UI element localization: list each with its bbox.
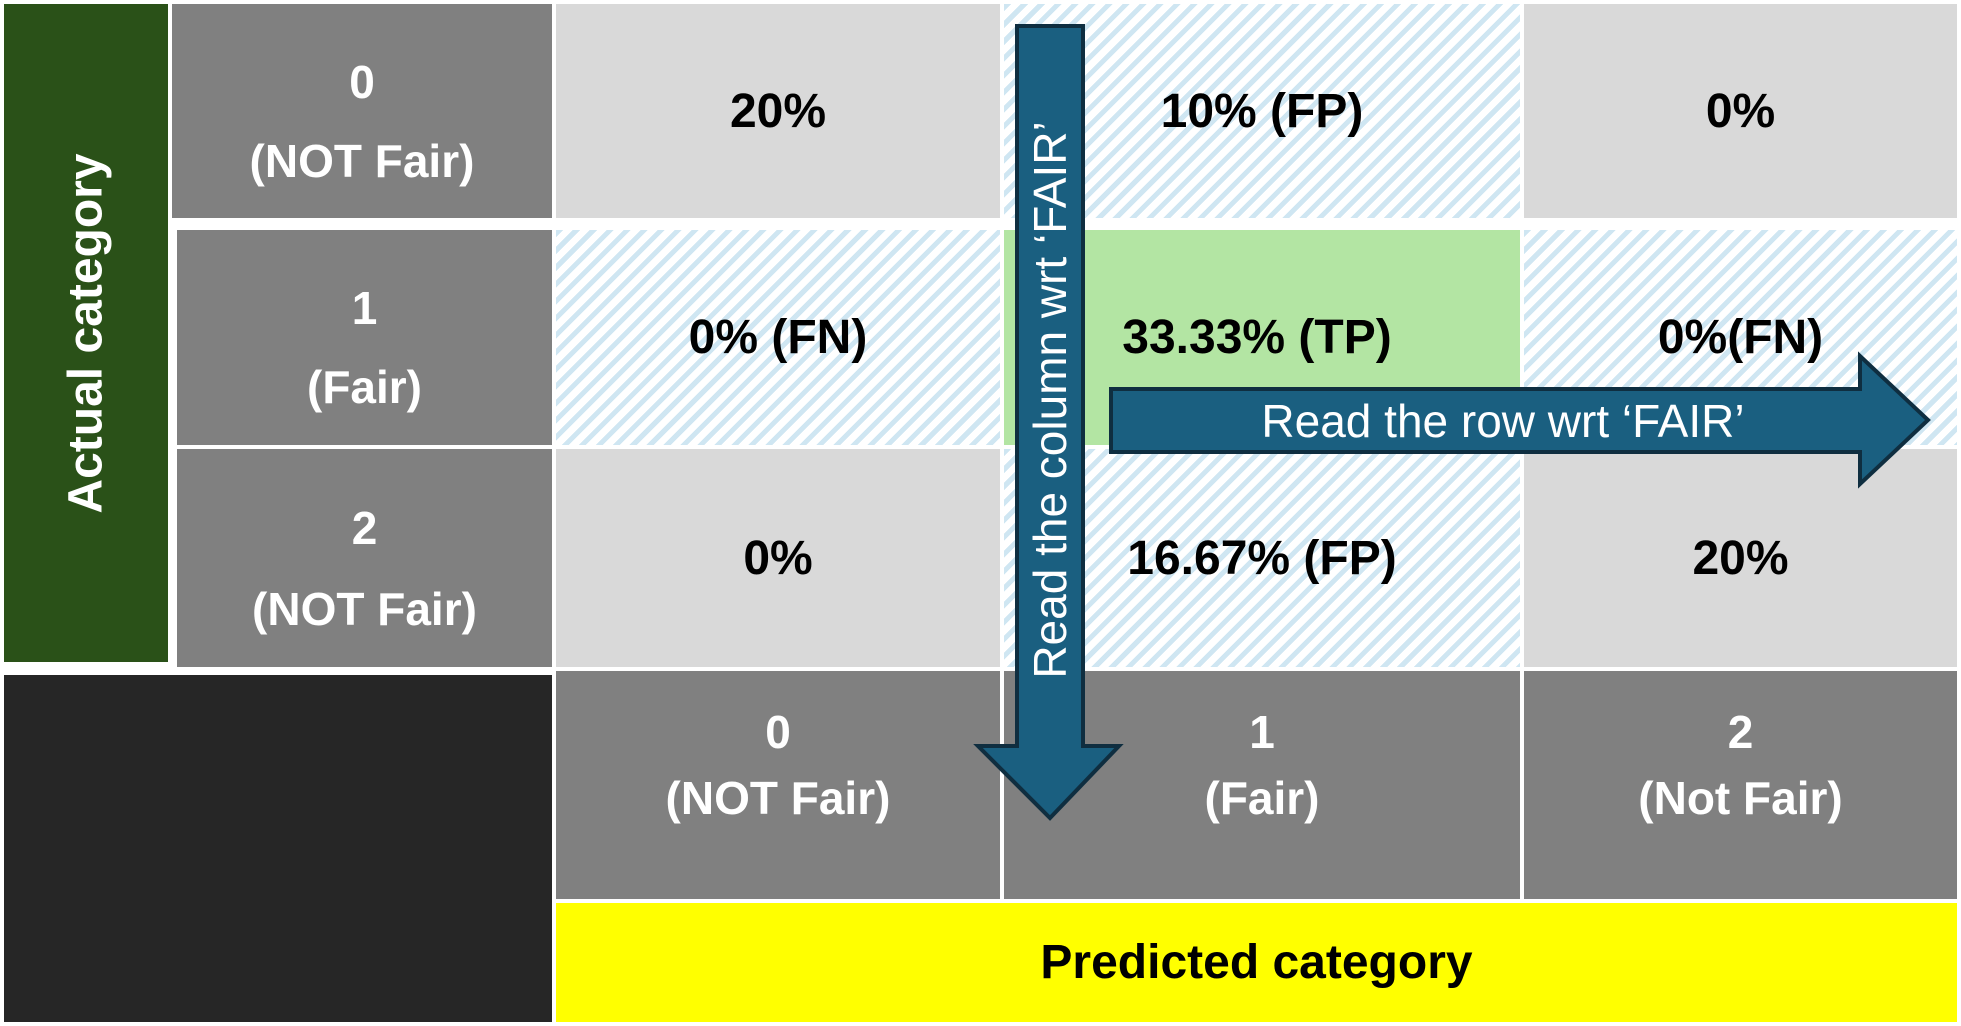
row-label-0-id: 0 [349,55,375,108]
corner-block [4,675,552,1022]
cell-1-1-value: 33.33% (TP) [1122,311,1392,364]
row-label-1-id: 1 [351,281,378,334]
column-label-1: 1 (Fair) [1004,671,1520,899]
column-label-1-name: (Fair) [1204,772,1320,824]
cell-2-0: 0% [556,449,1000,667]
column-label-2-name: (Not Fair) [1638,772,1843,824]
column-label-2: 2 (Not Fair) [1524,671,1957,899]
cell-2-1-value: 16.67% (FP) [1127,531,1397,585]
row-label-1-name: (Fair) [307,361,422,414]
row-label-2-id: 2 [351,501,378,554]
cell-0-1-value: 10% (FP) [1160,84,1364,138]
column-label-1-id: 1 [1249,706,1275,758]
column-arrow-text: Read the column wrt ‘FAIR’ [1024,121,1076,679]
cell-2-2: 20% [1524,449,1957,667]
cell-2-0-value: 0% [743,531,813,585]
row-label-2-name: (NOT Fair) [252,582,477,635]
column-label-2-id: 2 [1727,706,1754,758]
cell-1-2-value: 0%(FN) [1657,311,1824,364]
actual-category-label: Actual category [4,4,168,662]
cell-0-1: 10% (FP) [1004,4,1520,218]
predicted-category-text: Predicted category [1040,936,1473,989]
column-label-0-id: 0 [765,706,791,758]
cell-2-1: 16.67% (FP) [1004,449,1520,667]
row-label-0-name: (NOT Fair) [249,134,475,187]
column-label-0-name: (NOT Fair) [665,772,891,824]
cell-0-2: 0% [1524,4,1957,218]
cell-1-0-value: 0% (FN) [688,311,868,364]
row-label-2: 2 (NOT Fair) [177,449,552,667]
row-label-1: 1 (Fair) [177,230,552,445]
cell-1-0: 0% (FN) [556,230,1000,445]
row-label-0: 0 (NOT Fair) [172,4,552,218]
column-label-0: 0 (NOT Fair) [556,671,1000,899]
row-arrow-text: Read the row wrt ‘FAIR’ [1261,395,1745,447]
cell-0-2-value: 0% [1705,84,1776,138]
predicted-category-label: Predicted category [556,903,1957,1022]
cell-0-0-value: 20% [729,84,827,138]
actual-category-text: Actual category [59,152,113,514]
cell-0-0: 20% [556,4,1000,218]
cell-2-2-value: 20% [1692,531,1789,585]
